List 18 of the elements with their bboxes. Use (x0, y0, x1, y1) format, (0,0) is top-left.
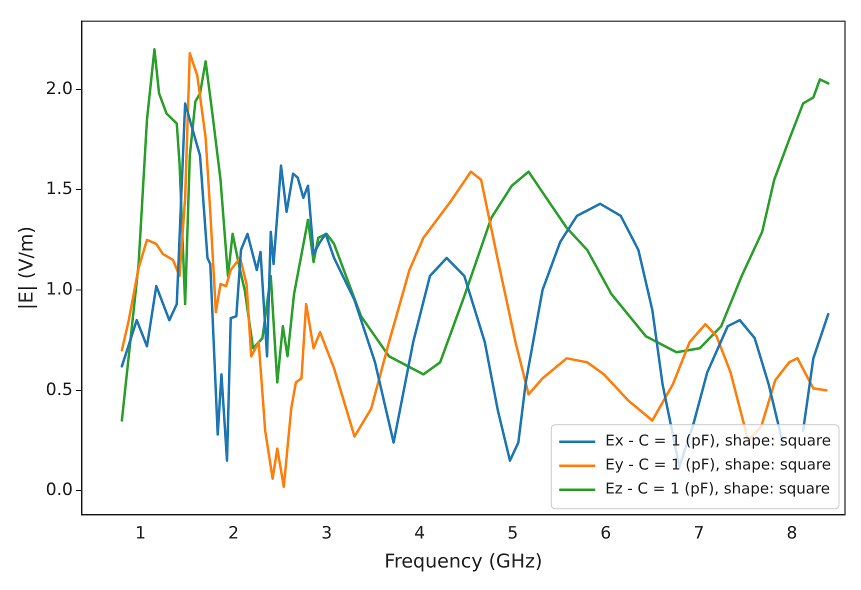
x-tick-label: 1 (135, 523, 146, 544)
y-tick-label: 0.5 (46, 380, 73, 400)
x-tick-label: 5 (507, 523, 518, 544)
x-tick-label: 3 (321, 523, 332, 544)
y-tick-label: 0.0 (46, 480, 73, 500)
x-tick-label: 8 (786, 523, 798, 544)
x-tick-label: 6 (600, 523, 612, 544)
x-tick-label: 4 (414, 523, 426, 544)
x-axis-title: Frequency (GHz) (384, 550, 542, 573)
y-tick-label: 2.0 (46, 78, 73, 99)
legend-label: Ey - C = 1 (pF), shape: square (605, 456, 832, 474)
x-tick-label: 7 (693, 523, 704, 544)
y-axis-title: |E| (V/m) (15, 226, 38, 310)
legend-label: Ex - C = 1 (pF), shape: square (605, 432, 832, 450)
x-tick-label: 2 (228, 523, 239, 544)
y-tick-label: 1.5 (46, 179, 73, 200)
legend-label: Ez - C = 1 (pF), shape: square (605, 480, 830, 498)
y-tick-label: 1.0 (46, 279, 73, 300)
